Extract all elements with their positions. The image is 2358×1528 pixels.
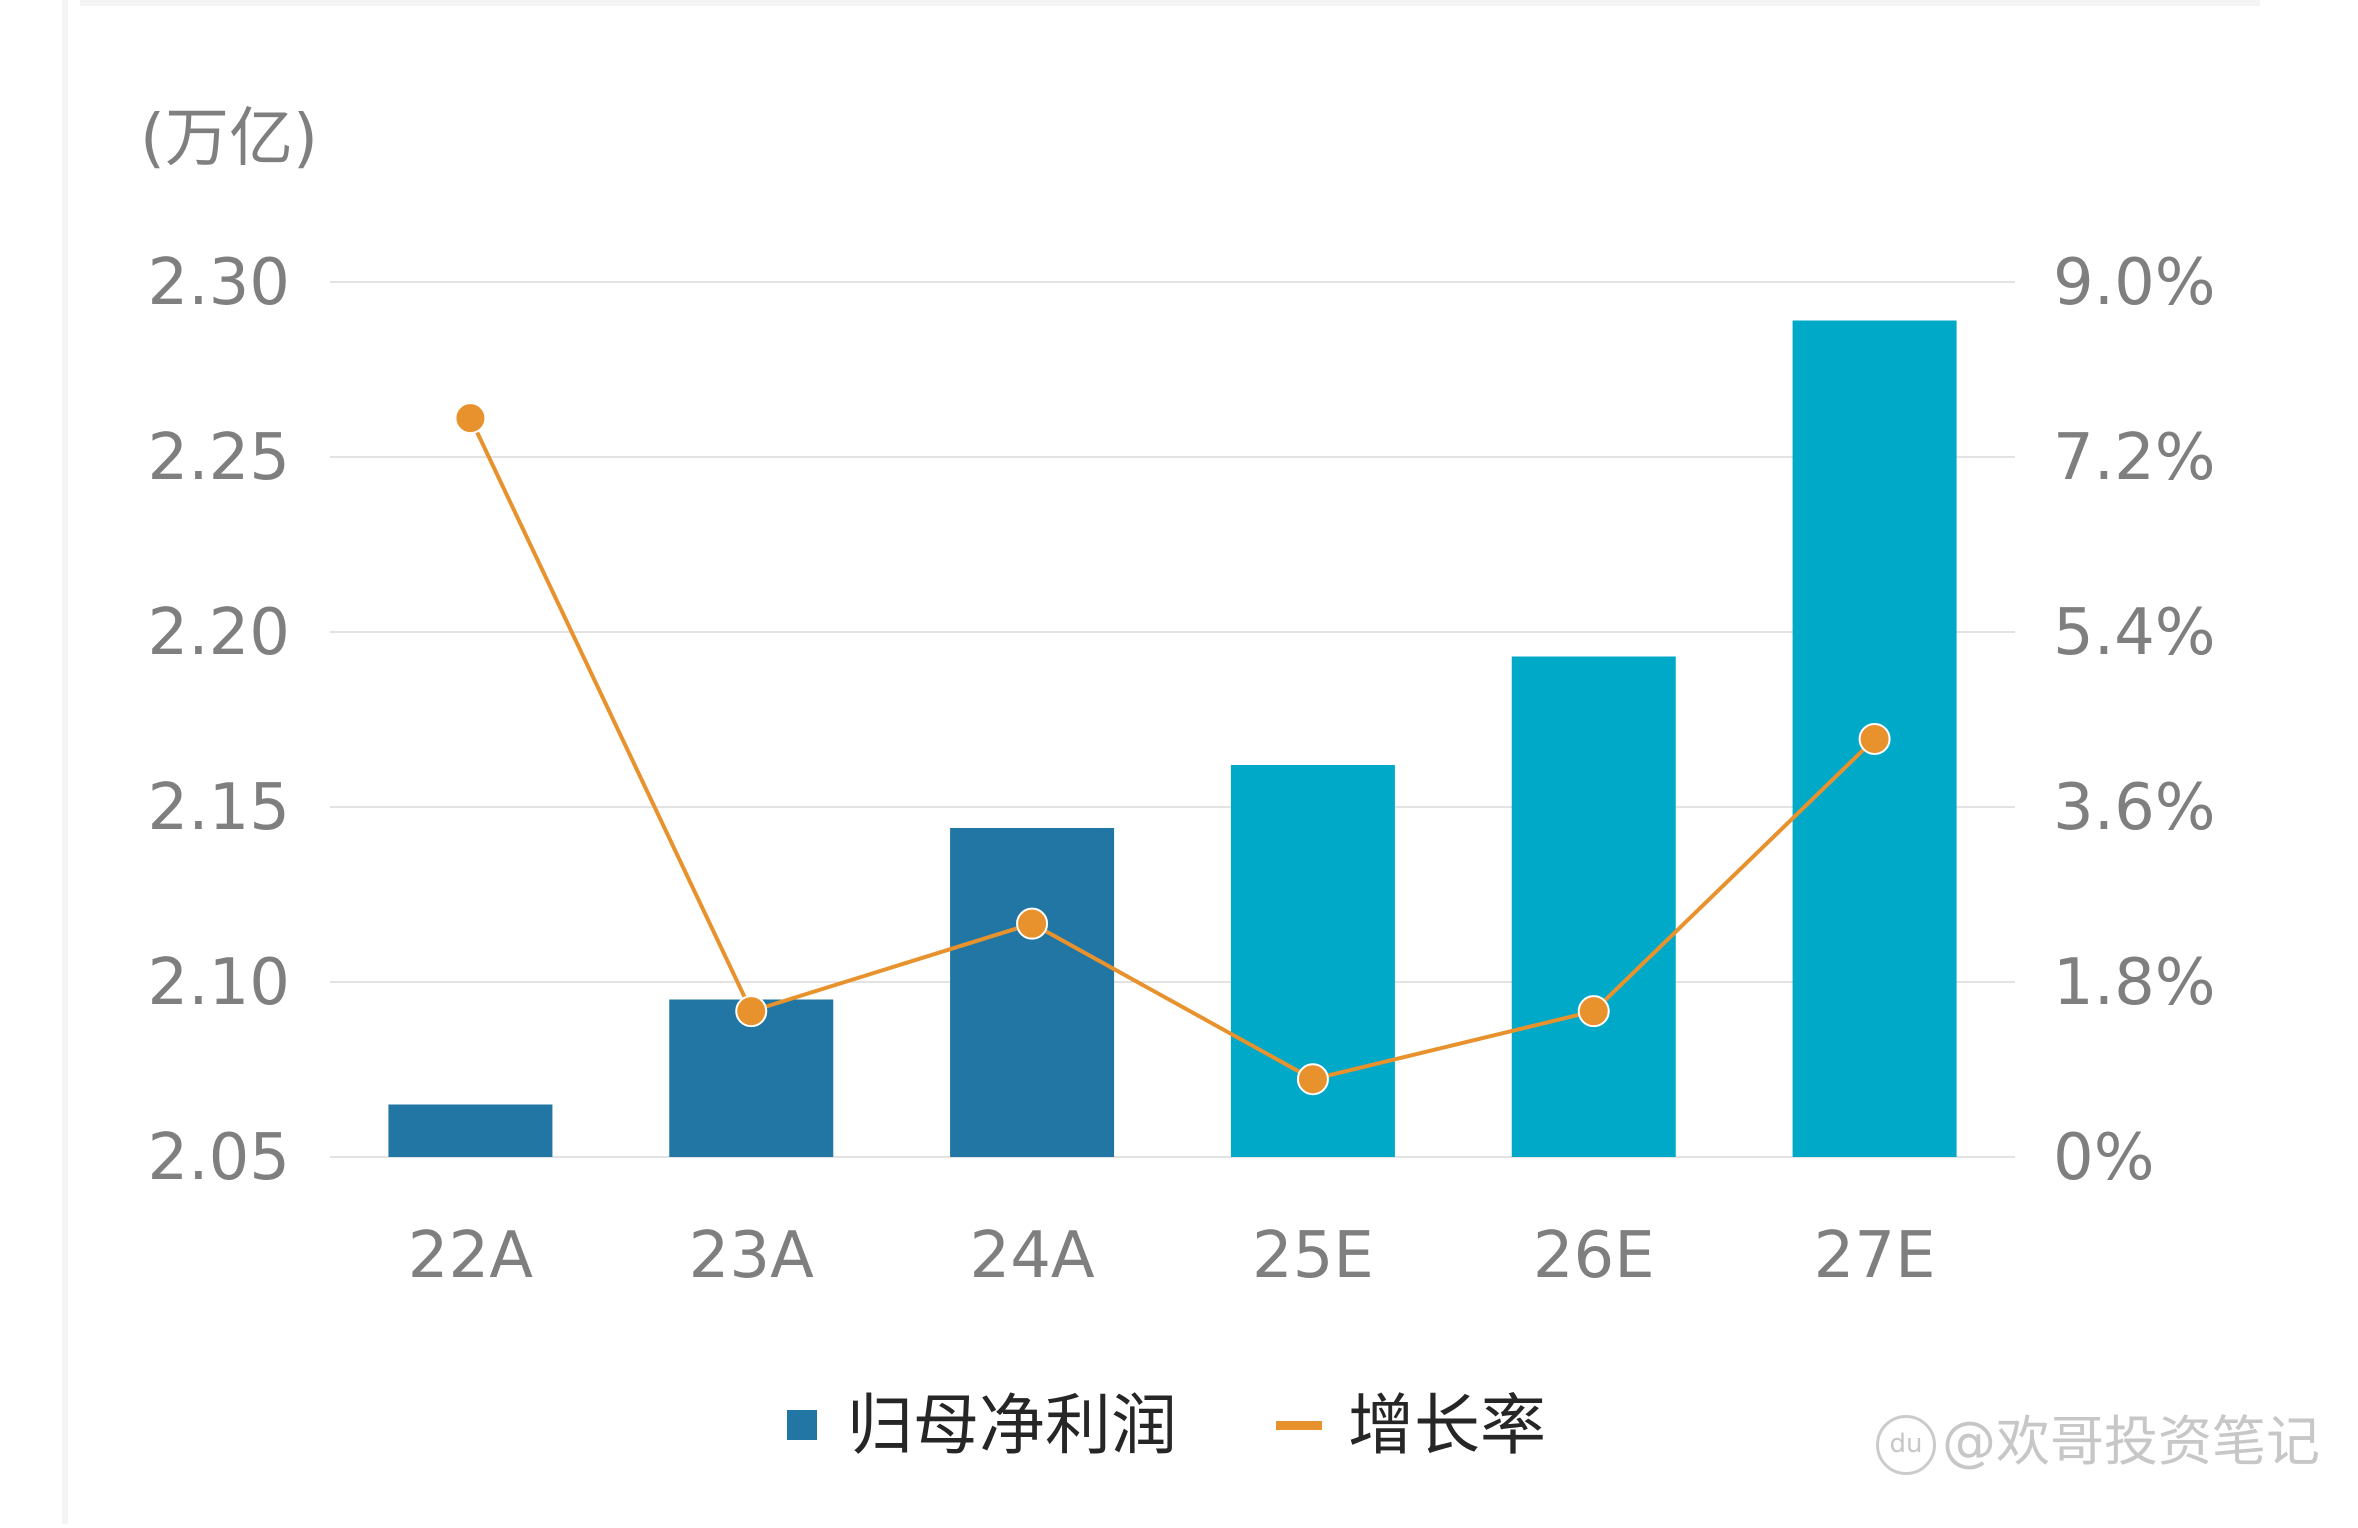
left-axis-tick-label: 2.15 — [148, 771, 291, 845]
left-axis-ticks: 2.30 2.25 2.20 2.15 2.10 2.05 — [148, 246, 291, 1195]
legend-swatch-bar — [787, 1410, 817, 1440]
x-axis-tick-label: 24A — [969, 1219, 1094, 1293]
left-axis-tick-label: 2.20 — [148, 596, 291, 670]
legend-swatch-line — [1276, 1421, 1322, 1430]
watermark-text: @欢哥投资笔记 — [1942, 1410, 2320, 1473]
right-axis-tick-label: 1.8% — [2053, 946, 2216, 1020]
right-axis-tick-label: 5.4% — [2053, 596, 2216, 670]
growth-point — [1577, 995, 1610, 1028]
legend-label-line: 增长率 — [1348, 1387, 1546, 1464]
bar-series — [388, 320, 1957, 1157]
right-axis-tick-label: 9.0% — [2053, 246, 2216, 320]
gridlines — [330, 281, 2015, 1158]
frame-left-edge — [62, 0, 68, 1524]
watermark-logo-icon: du — [1876, 1415, 1936, 1476]
bar — [1230, 765, 1395, 1157]
right-axis-tick-label: 3.6% — [2053, 771, 2216, 845]
bar — [950, 828, 1115, 1157]
x-axis-tick-label: 25E — [1252, 1219, 1374, 1293]
growth-point — [1296, 1063, 1329, 1096]
growth-point — [454, 402, 487, 435]
growth-line — [468, 417, 1876, 1082]
growth-point — [1016, 907, 1049, 940]
growth-point — [735, 995, 768, 1028]
bar — [388, 1104, 553, 1157]
left-axis-tick-label: 2.10 — [148, 946, 291, 1020]
legend-label-bar: 归母净利润 — [847, 1387, 1177, 1464]
x-axis-ticks: 22A 23A 24A 25E 26E 27E — [408, 1219, 1936, 1293]
legend: 归母净利润 增长率 — [787, 1387, 1546, 1464]
x-axis-tick-label: 22A — [408, 1219, 533, 1293]
x-axis-tick-label: 23A — [689, 1219, 814, 1293]
line-series — [454, 402, 1891, 1096]
left-axis-tick-label: 2.25 — [148, 421, 291, 495]
x-axis-tick-label: 26E — [1533, 1219, 1655, 1293]
watermark: du @欢哥投资笔记 — [1876, 1397, 2320, 1476]
right-axis-ticks: 9.0% 7.2% 5.4% 3.6% 1.8% 0% — [2053, 246, 2216, 1195]
frame-top-edge — [80, 0, 2260, 6]
right-axis-tick-label: 7.2% — [2053, 421, 2216, 495]
right-axis-tick-label: 0% — [2053, 1121, 2155, 1195]
left-axis-unit: (万亿) — [140, 102, 318, 176]
x-axis-tick-label: 27E — [1814, 1219, 1936, 1293]
growth-point — [1858, 722, 1891, 755]
left-axis-tick-label: 2.30 — [148, 246, 291, 320]
left-axis-tick-label: 2.05 — [148, 1121, 291, 1195]
bar — [1511, 656, 1676, 1157]
